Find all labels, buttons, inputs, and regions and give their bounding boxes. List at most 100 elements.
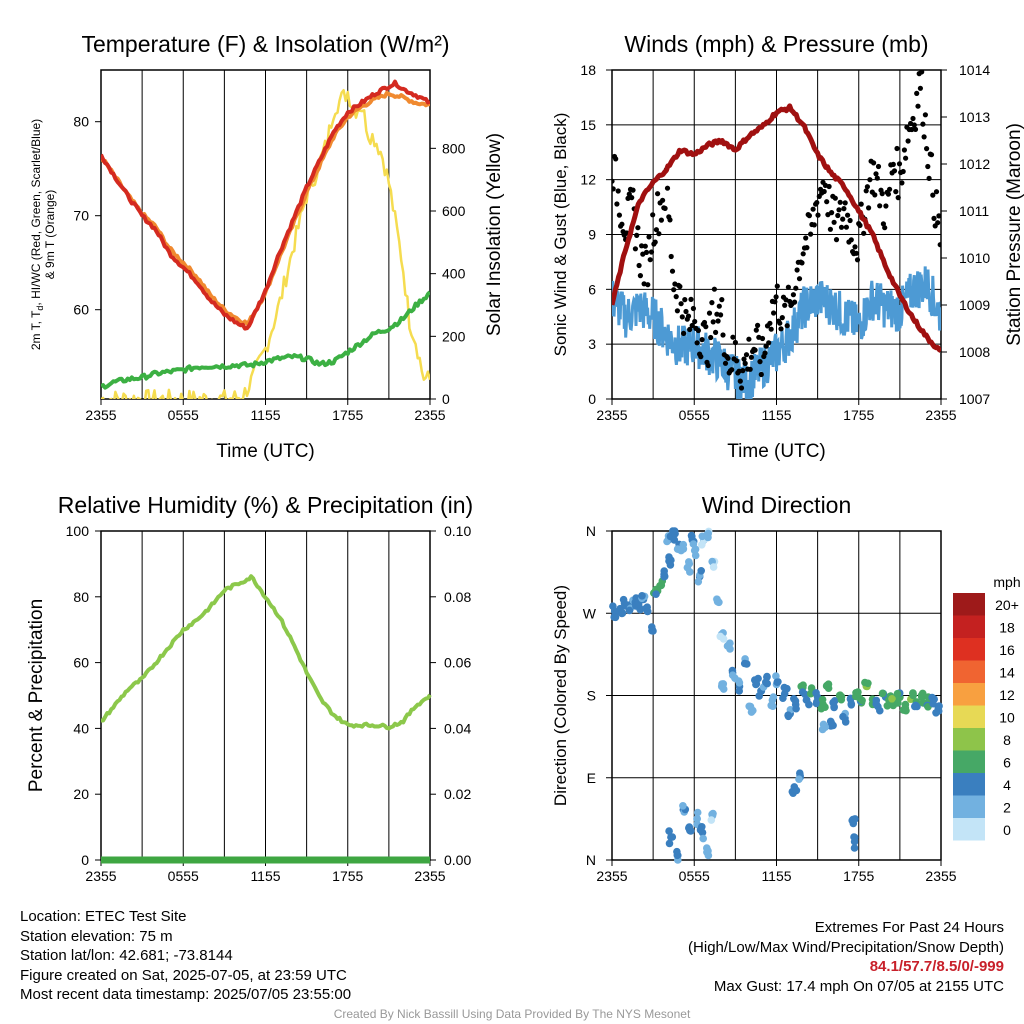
gust-point [688, 296, 694, 302]
legend-label: 10 [999, 710, 1015, 726]
series-td [101, 290, 430, 390]
gust-point [919, 70, 925, 75]
gust-point [671, 287, 677, 293]
max-gust-text: Max Gust: 17.4 mph On 07/05 at 2155 UTC [713, 977, 1004, 995]
y-tick-label-right: 0.00 [444, 852, 471, 868]
direction-point [726, 639, 734, 647]
direction-point [821, 723, 830, 731]
latlon-text: Station lat/lon: 42.681; -73.8144 [20, 947, 233, 964]
gust-point [613, 156, 619, 162]
y-tick-label-left: 6 [588, 281, 596, 297]
gust-point [766, 340, 772, 346]
gust-point [871, 160, 877, 166]
direction-point [686, 568, 694, 576]
gust-point [690, 305, 697, 312]
direction-point [686, 826, 694, 835]
gust-point [653, 227, 660, 233]
gust-point [826, 183, 832, 190]
location-text: Location: ETEC Test Site [20, 908, 187, 925]
gust-point [779, 315, 785, 321]
gust-point [784, 323, 790, 329]
gust-point [705, 362, 711, 369]
gust-point [837, 199, 843, 205]
gust-point [637, 273, 644, 279]
x-tick-label: 2355 [596, 868, 627, 884]
gust-point [799, 260, 805, 266]
gust-point [730, 334, 736, 340]
gust-point [634, 232, 640, 238]
gust-point [645, 282, 651, 288]
x-tick-label: 1755 [332, 868, 363, 884]
gust-point [687, 326, 693, 333]
gust-point [748, 354, 755, 360]
gust-point [767, 320, 773, 326]
gust-point [793, 285, 799, 291]
station-info: Location: ETEC Test Site Station elevati… [20, 907, 351, 1005]
gust-point [699, 337, 705, 343]
gust-point [920, 121, 926, 127]
gust-point [872, 192, 878, 198]
gust-point [796, 276, 803, 282]
direction-point [841, 718, 850, 726]
gust-point [646, 234, 652, 240]
gust-point [909, 126, 915, 133]
gust-point [833, 237, 840, 243]
gust-point [752, 347, 758, 353]
legend-swatch [953, 795, 985, 818]
y-tick-label-right: 1009 [959, 297, 990, 313]
direction-point [928, 693, 936, 702]
direction-point [657, 581, 666, 590]
direction-point [854, 688, 862, 696]
y-tick-label-right: 1014 [959, 62, 990, 78]
direction-point [734, 677, 743, 685]
gust-point [630, 187, 636, 193]
direction-point [769, 693, 778, 701]
gust-point [632, 246, 639, 252]
direction-point [665, 839, 674, 848]
gust-point [885, 191, 892, 197]
direction-point [849, 815, 857, 824]
y-axis-label-left: 2m T, Td, HI/WC (Red, Green, Scarlet/Blu… [29, 119, 45, 350]
legend-label: 18 [999, 620, 1015, 636]
recent-data-text: Most recent data timestamp: 2025/07/05 2… [20, 986, 352, 1003]
gust-point [861, 230, 867, 236]
y-tick-label-right: 0 [442, 391, 450, 407]
gust-point [683, 308, 689, 315]
gust-point [757, 359, 763, 365]
gust-point [669, 268, 676, 274]
legend-label: 16 [999, 642, 1015, 658]
x-tick-label: 1755 [332, 407, 363, 423]
direction-point [902, 706, 910, 715]
gust-point [896, 161, 903, 167]
gust-point [806, 213, 813, 219]
direction-point [666, 561, 675, 569]
direction-point [911, 702, 919, 711]
y-tick-label-left: 18 [580, 62, 596, 78]
direction-point [850, 844, 859, 852]
direction-point [894, 699, 902, 707]
direction-point [851, 833, 859, 842]
y-axis-label-right: Solar Insolation (Yellow) [484, 133, 505, 336]
gust-point [662, 205, 668, 211]
y-axis-label-left: Direction (Colored By Speed) [551, 585, 570, 806]
extremes-title: Extremes For Past 24 Hours [814, 919, 1004, 936]
gust-point [911, 122, 917, 128]
direction-point [689, 540, 698, 548]
x-tick-label: 2355 [414, 407, 445, 423]
direction-point [673, 847, 681, 856]
gust-point [741, 356, 747, 362]
gust-point [843, 224, 850, 230]
gust-point [636, 262, 642, 269]
x-tick-label: 0555 [168, 868, 199, 884]
gust-point [866, 205, 872, 211]
legend-swatch [953, 615, 985, 638]
gust-point [772, 299, 778, 305]
gust-point [852, 244, 858, 250]
legend-label: 2 [1003, 800, 1011, 816]
y-axis-label-left-line2: & 9m T (Orange) [43, 190, 57, 280]
gust-point [800, 251, 806, 257]
direction-point [878, 689, 887, 698]
gust-point [814, 200, 820, 206]
direction-point [665, 827, 673, 835]
direction-point [929, 699, 937, 708]
